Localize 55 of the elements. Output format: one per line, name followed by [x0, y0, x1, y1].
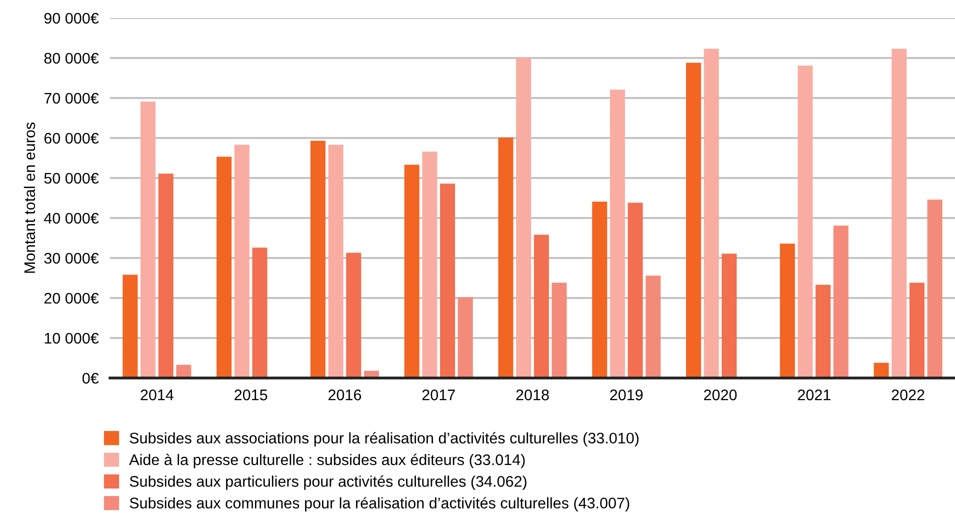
bar: [498, 138, 514, 378]
legend-label: Subsides aux associations pour la réalisation d’activités culturelles (33.010): [130, 432, 639, 447]
bar: [516, 58, 532, 378]
bar: [404, 164, 420, 378]
bar: [122, 274, 138, 378]
bar: [909, 282, 924, 378]
x-tick-label: 2020: [704, 390, 737, 400]
x-tick-label: 2021: [798, 390, 830, 400]
y-tick-label: 60 000€: [44, 132, 99, 144]
x-tick-label: 2016: [328, 390, 362, 400]
bar: [927, 200, 942, 378]
bar: [234, 144, 250, 378]
y-tick-label: 50 000€: [44, 172, 99, 184]
y-tick-label: 20 000€: [44, 292, 99, 304]
x-tick-label: 2015: [234, 390, 268, 400]
bar: [422, 152, 438, 378]
x-tick-label: 2014: [140, 390, 174, 400]
bar: [592, 202, 608, 378]
bar: [722, 254, 737, 378]
bar: [216, 156, 232, 378]
y-tick-label: 0€: [82, 372, 99, 384]
bar: [816, 284, 831, 378]
bar: [328, 144, 344, 378]
y-axis-title: Montant total en euros: [24, 122, 36, 273]
bar: [892, 48, 907, 378]
bar: [458, 297, 473, 378]
x-tick-label: 2019: [610, 390, 643, 400]
legend-label: Subsides aux particuliers pour activités culturelles (34.062): [130, 475, 526, 490]
y-tick-label: 30 000€: [44, 252, 99, 264]
x-tick-label: 2018: [516, 390, 549, 400]
bar: [552, 282, 567, 378]
y-tick-label: 10 000€: [44, 332, 99, 344]
bar: [440, 184, 456, 378]
bar: [534, 234, 549, 378]
bar: [628, 202, 643, 378]
y-tick-label: 40 000€: [44, 212, 99, 224]
bar: [252, 248, 268, 378]
bar: [310, 140, 326, 378]
bar: [686, 62, 702, 378]
bar: [158, 174, 174, 378]
legend-label: Aide à la presse culturelle : subsides aux éditeurs (33.014): [129, 454, 525, 468]
y-tick-label: 70 000€: [44, 92, 99, 104]
x-tick-label: 2022: [892, 390, 924, 400]
x-tick-label: 2017: [422, 390, 455, 400]
bar: [646, 276, 661, 378]
bar: [140, 102, 156, 378]
bar: [780, 244, 795, 378]
bar: [346, 252, 362, 378]
legend-label: Subsides aux communes pour la réalisation d’activités culturelles (43.007): [130, 497, 630, 512]
y-tick-label: 80 000€: [44, 52, 99, 64]
y-tick-label: 90 000€: [44, 12, 99, 24]
bar: [833, 226, 848, 378]
bar: [798, 66, 813, 378]
bar: [704, 48, 719, 378]
bar: [610, 90, 625, 378]
